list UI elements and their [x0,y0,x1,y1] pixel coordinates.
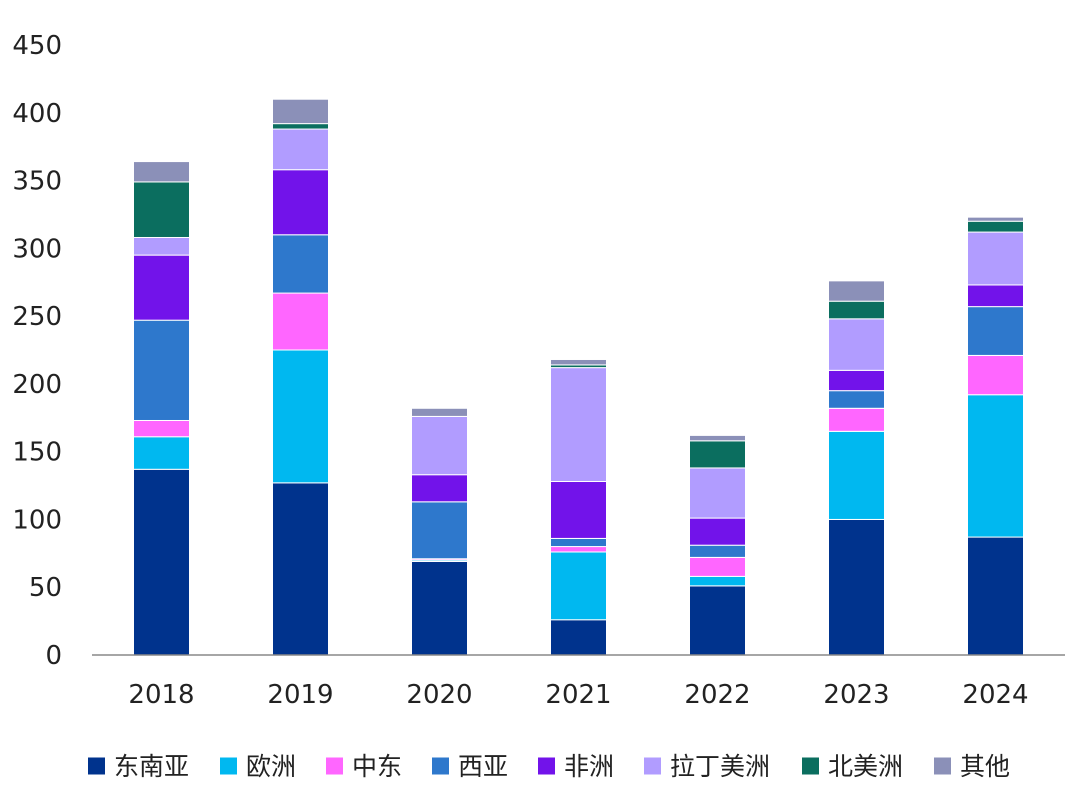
bar-segment [689,544,746,558]
bar-segment [133,436,190,470]
legend-item: 非洲 [538,752,614,781]
legend-item: 其他 [934,752,1010,781]
x-tick-label: 2020 [406,680,472,710]
legend-item: 拉丁美洲 [644,752,770,781]
bar-segment [411,407,468,417]
bar-segment [550,537,607,548]
bar-segment [133,468,190,656]
bar-segment [272,292,329,351]
bar-segment [967,394,1024,538]
bar-segment [550,551,607,621]
y-tick-label: 450 [12,31,62,61]
bar-segment [272,98,329,125]
bar-segment [689,585,746,656]
bars [133,98,1024,656]
legend-label: 东南亚 [114,752,189,781]
bar-segment [133,181,190,238]
legend-label: 拉丁美洲 [670,752,770,781]
bar-segment [828,318,885,371]
bar-segment [828,430,885,520]
bar-segment [828,369,885,392]
bar-segment [272,169,329,236]
legend-swatch [220,757,237,775]
y-tick-label: 50 [29,573,62,603]
legend-label: 中东 [352,752,402,781]
y-tick-label: 200 [12,370,62,400]
legend-item: 北美洲 [802,752,903,781]
legend-swatch [326,757,343,775]
x-axis: 2018 2019 2020 2021 2022 2023 2024 [128,680,1028,710]
legend-label: 欧洲 [246,752,296,781]
y-tick-label: 400 [12,99,62,129]
bar-segment [689,556,746,577]
y-tick-label: 0 [45,641,62,671]
bar-segment [689,467,746,519]
bar-segment [133,254,190,321]
bar-segment [967,216,1024,222]
y-tick-label: 300 [12,234,62,264]
bar-segment [828,518,885,656]
legend-swatch [538,757,555,775]
bar-segment [550,619,607,656]
legend-item: 中东 [326,752,402,781]
bar-segment [689,517,746,546]
x-tick-label: 2022 [684,680,750,710]
bar-segment [550,367,607,482]
legend-item: 东南亚 [88,752,189,781]
bar-segment [550,546,607,553]
bar-segment [828,390,885,409]
x-tick-label: 2018 [128,680,194,710]
bar-segment [550,480,607,539]
legend-label: 北美洲 [828,752,903,781]
bar-segment [272,482,329,656]
y-axis: 0 50 100 150 200 250 300 350 400 450 [12,31,62,671]
bar-segment [411,415,468,476]
bar-segment [967,536,1024,656]
y-tick-label: 100 [12,505,62,535]
legend-label: 西亚 [458,752,508,781]
bar-segment [133,319,190,421]
bar-segment [272,128,329,171]
bar-segment [411,474,468,503]
legend-item: 西亚 [432,752,508,781]
bar-segment [828,407,885,432]
y-tick-label: 250 [12,302,62,332]
bar-segment [550,358,607,366]
legend-swatch [934,757,951,775]
bar-segment [411,501,468,560]
legend-swatch [88,757,105,775]
bar-segment [133,236,190,256]
bar-segment [689,434,746,442]
bar-segment [828,300,885,320]
bar-segment [272,349,329,484]
bar-segment [967,220,1024,233]
legend-swatch [644,757,661,775]
x-tick-label: 2021 [545,680,611,710]
bar-segment [828,280,885,302]
y-tick-label: 350 [12,167,62,197]
legend-item: 欧洲 [220,752,296,781]
bar-segment [133,161,190,183]
x-tick-label: 2019 [267,680,333,710]
x-tick-label: 2023 [823,680,889,710]
bar-segment [411,560,468,656]
legend: 东南亚 欧洲 中东 西亚 非洲 拉丁美洲 北美洲 其他 [88,752,1010,781]
bar-segment [689,440,746,469]
legend-swatch [802,757,819,775]
legend-label: 其他 [960,752,1010,781]
bar-segment [967,354,1024,396]
y-tick-label: 150 [12,438,62,468]
legend-swatch [432,757,449,775]
bar-segment [272,234,329,294]
bar-segment [689,575,746,587]
bar-segment [133,419,190,438]
bar-segment [967,231,1024,286]
bar-segment [272,123,329,130]
x-tick-label: 2024 [962,680,1028,710]
bar-segment [967,306,1024,356]
legend-label: 非洲 [564,752,614,781]
bar-segment [967,284,1024,308]
